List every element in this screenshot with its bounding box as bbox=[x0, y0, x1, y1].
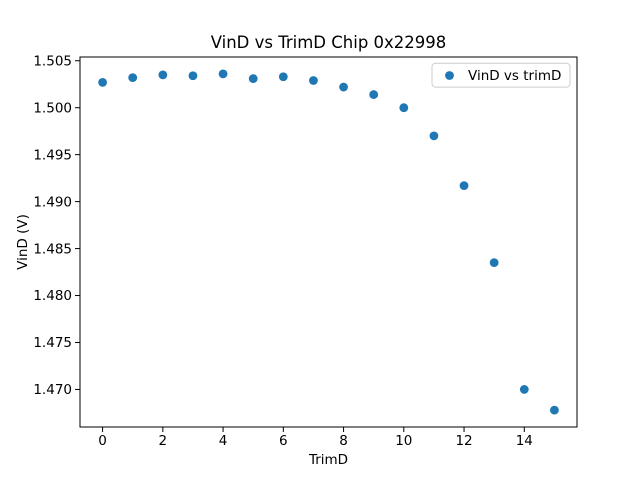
data-point bbox=[98, 77, 107, 87]
data-point bbox=[188, 71, 198, 81]
data-point bbox=[218, 69, 228, 79]
x-tick-label: 12 bbox=[455, 433, 472, 449]
y-axis-label: VinD (V) bbox=[15, 214, 31, 270]
legend: VinD vs trimD bbox=[431, 62, 571, 88]
legend-marker-icon bbox=[445, 71, 454, 80]
y-tick-label: 1.490 bbox=[33, 194, 72, 210]
y-tick-label: 1.480 bbox=[33, 288, 72, 304]
data-point bbox=[369, 90, 379, 99]
data-point bbox=[519, 385, 529, 394]
data-point bbox=[429, 131, 439, 141]
y-tick-label: 1.495 bbox=[33, 147, 72, 163]
data-point bbox=[278, 72, 288, 82]
data-point bbox=[128, 73, 138, 83]
plot-area: 0 2 4 6 8 10 12 14 1.470 1.475 1.480 1.485 1.490 1.49… bbox=[33, 53, 578, 449]
y-tick-label: 1.485 bbox=[33, 241, 72, 257]
data-point bbox=[489, 258, 499, 268]
data-point bbox=[399, 103, 409, 113]
data-point bbox=[459, 181, 469, 191]
x-tick-label: 6 bbox=[279, 433, 288, 449]
y-tick-label: 1.500 bbox=[33, 100, 72, 116]
y-tick-label: 1.470 bbox=[33, 382, 72, 398]
legend-label: VinD vs trimD bbox=[468, 68, 561, 84]
x-tick-label: 10 bbox=[395, 433, 412, 449]
legend-box bbox=[431, 62, 571, 88]
y-tick-label: 1.475 bbox=[33, 335, 72, 351]
data-point bbox=[248, 74, 258, 83]
x-tick-label: 4 bbox=[219, 433, 228, 449]
y-tick-label: 1.505 bbox=[33, 53, 72, 69]
x-tick-label: 2 bbox=[159, 433, 168, 449]
x-axis-label: TrimD bbox=[308, 452, 348, 468]
data-point bbox=[309, 76, 318, 85]
data-point bbox=[339, 82, 348, 92]
x-tick-label: 14 bbox=[516, 433, 533, 449]
x-tick-label: 0 bbox=[98, 433, 107, 449]
chart-title: VinD vs TrimD Chip 0x22998 bbox=[211, 33, 447, 52]
data-point bbox=[158, 70, 168, 80]
x-tick-label: 8 bbox=[339, 433, 348, 449]
data-point bbox=[550, 405, 559, 415]
axes-spines bbox=[79, 56, 578, 428]
